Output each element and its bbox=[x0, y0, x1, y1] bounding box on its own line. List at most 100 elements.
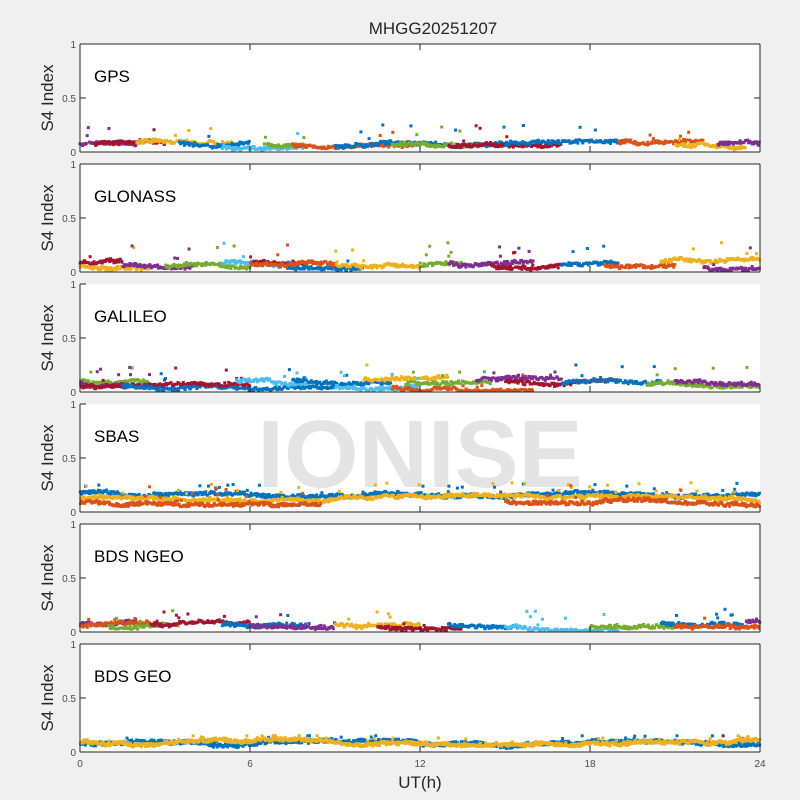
data-point bbox=[559, 377, 563, 381]
data-point bbox=[752, 491, 756, 495]
data-point bbox=[463, 262, 467, 266]
data-point bbox=[540, 375, 544, 379]
data-point bbox=[464, 492, 468, 496]
data-point bbox=[93, 494, 97, 497]
data-point bbox=[722, 258, 726, 262]
data-point bbox=[566, 381, 570, 385]
data-point bbox=[593, 128, 597, 132]
data-point bbox=[742, 259, 746, 263]
data-point bbox=[577, 138, 581, 142]
data-point bbox=[364, 380, 368, 384]
data-point bbox=[708, 382, 712, 386]
data-point bbox=[415, 386, 419, 389]
data-point bbox=[660, 380, 664, 384]
data-point bbox=[454, 128, 458, 132]
data-point bbox=[320, 382, 324, 386]
data-point bbox=[480, 261, 484, 265]
data-point bbox=[122, 382, 126, 386]
data-point bbox=[548, 265, 552, 269]
data-point bbox=[582, 380, 585, 384]
data-point bbox=[555, 384, 559, 388]
data-point bbox=[707, 385, 711, 389]
data-point bbox=[432, 375, 436, 379]
data-point bbox=[204, 490, 208, 494]
data-point bbox=[115, 384, 119, 388]
data-point bbox=[698, 378, 702, 382]
data-point bbox=[390, 387, 394, 391]
data-point bbox=[551, 488, 555, 492]
data-point bbox=[624, 266, 628, 270]
data-point bbox=[506, 374, 510, 378]
data-point bbox=[730, 382, 734, 386]
data-point bbox=[408, 386, 412, 390]
data-point bbox=[523, 374, 527, 378]
data-point bbox=[300, 267, 304, 271]
data-point bbox=[316, 265, 320, 269]
data-point bbox=[304, 260, 308, 264]
data-point bbox=[445, 373, 449, 377]
data-point bbox=[329, 499, 333, 503]
y-axis-label: S4 Index bbox=[38, 184, 57, 252]
data-point bbox=[217, 143, 221, 147]
data-point bbox=[313, 260, 317, 264]
data-point bbox=[85, 134, 89, 138]
data-point bbox=[106, 379, 110, 383]
data-point bbox=[256, 493, 260, 497]
data-point bbox=[576, 141, 580, 145]
data-point bbox=[351, 380, 355, 384]
data-point bbox=[181, 264, 185, 268]
data-point bbox=[520, 267, 524, 271]
data-point bbox=[225, 495, 229, 499]
data-point bbox=[727, 140, 731, 144]
data-point bbox=[221, 261, 225, 265]
data-point bbox=[755, 252, 759, 256]
data-point bbox=[756, 140, 759, 144]
data-point bbox=[735, 258, 739, 262]
data-point bbox=[729, 257, 733, 261]
data-point bbox=[748, 386, 752, 390]
data-point bbox=[495, 260, 499, 264]
data-point bbox=[345, 263, 349, 267]
data-point bbox=[223, 144, 227, 148]
data-point bbox=[209, 127, 213, 131]
data-point bbox=[535, 141, 539, 145]
data-point bbox=[425, 381, 429, 384]
data-point bbox=[488, 376, 492, 380]
data-point bbox=[199, 262, 203, 266]
data-point bbox=[173, 133, 177, 137]
data-point bbox=[702, 141, 706, 145]
data-point bbox=[154, 264, 158, 268]
data-point bbox=[246, 379, 250, 383]
data-point bbox=[186, 141, 190, 145]
data-point bbox=[399, 264, 403, 267]
data-point bbox=[137, 492, 141, 496]
data-point bbox=[91, 262, 95, 266]
data-point bbox=[495, 267, 499, 271]
data-point bbox=[543, 378, 547, 382]
data-point bbox=[703, 380, 707, 384]
data-point bbox=[243, 386, 247, 390]
data-point bbox=[354, 267, 358, 271]
data-point bbox=[718, 257, 722, 261]
data-point bbox=[230, 382, 234, 386]
data-point bbox=[94, 387, 98, 391]
data-point bbox=[111, 140, 115, 144]
data-point bbox=[585, 261, 588, 265]
data-point bbox=[686, 145, 690, 149]
data-point bbox=[362, 378, 366, 382]
data-point bbox=[229, 146, 233, 150]
data-point bbox=[217, 382, 221, 386]
data-point bbox=[101, 265, 105, 269]
data-point bbox=[207, 484, 210, 488]
data-point bbox=[113, 491, 117, 495]
data-point bbox=[748, 246, 752, 250]
data-point bbox=[689, 382, 693, 386]
data-point bbox=[151, 264, 155, 268]
data-point bbox=[85, 383, 89, 387]
data-point bbox=[285, 147, 289, 151]
data-point bbox=[510, 259, 514, 263]
data-point bbox=[499, 387, 503, 391]
data-point bbox=[627, 266, 631, 270]
data-point bbox=[722, 143, 726, 146]
data-point bbox=[648, 133, 652, 137]
